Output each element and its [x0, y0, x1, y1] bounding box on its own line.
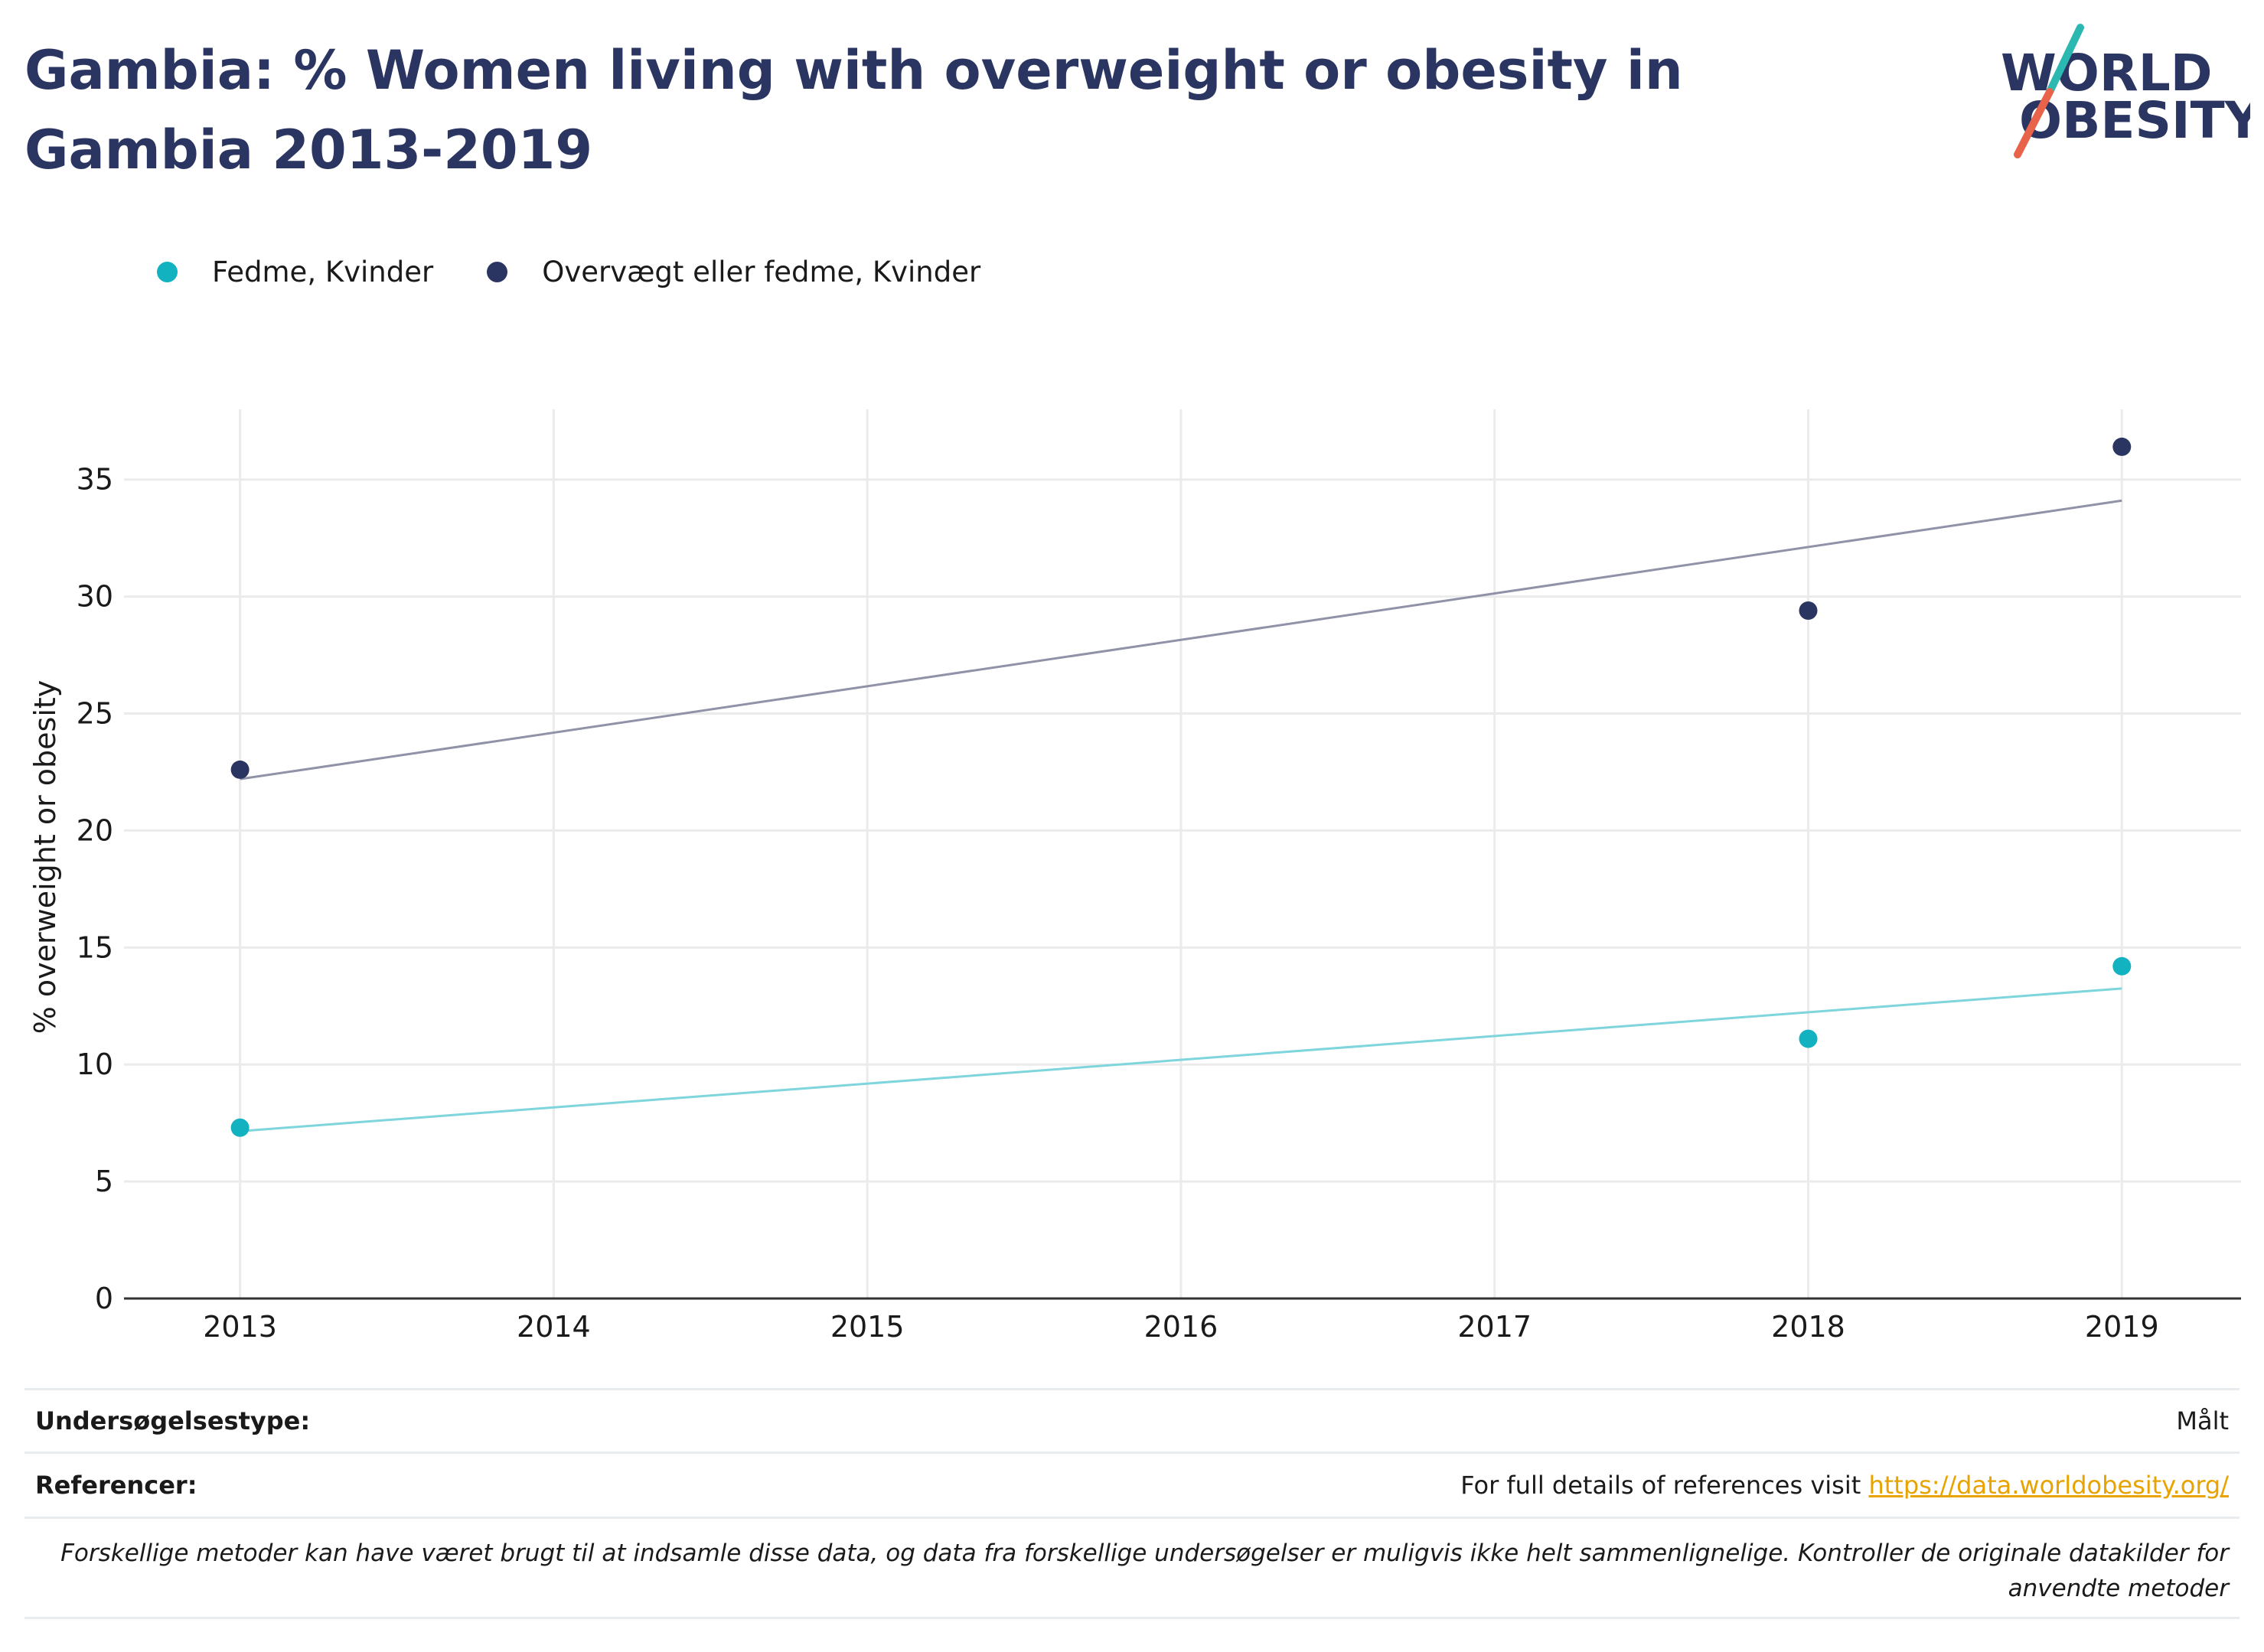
y-tick-label-25: 25 — [77, 697, 113, 731]
logo-word-2: OBESITY — [2019, 91, 2250, 150]
y-tick-label-10: 10 — [77, 1048, 113, 1081]
legend-item-overweight[interactable]: Overvægt eller fedme, Kvinder — [487, 256, 980, 288]
data-point-series-0-2018 — [1799, 1029, 1818, 1048]
x-tick-label-2018: 2018 — [1771, 1310, 1845, 1344]
y-tick-label-0: 0 — [95, 1282, 113, 1315]
y-axis-label: % overweight or obesity — [28, 680, 62, 1035]
gridlines — [124, 409, 2241, 1298]
y-tick-label-30: 30 — [77, 580, 113, 614]
y-tick-label-15: 15 — [77, 930, 113, 964]
data-point-series-0-2019 — [2112, 956, 2132, 976]
data-point-series-1-2013 — [230, 760, 250, 779]
data-point-series-0-2013 — [230, 1118, 250, 1137]
trendlines — [240, 499, 2122, 1132]
x-tick-label-2014: 2014 — [517, 1310, 591, 1344]
legend: Fedme, Kvinder Overvægt eller fedme, Kvi… — [157, 249, 1034, 295]
x-tick-label-2015: 2015 — [830, 1310, 905, 1344]
data-points — [230, 437, 2132, 1137]
methods-note-line-1: Forskellige metoder kan have været brugt… — [60, 1540, 2229, 1567]
y-tick-label-35: 35 — [77, 463, 113, 497]
data-point-series-1-2019 — [2112, 437, 2132, 456]
legend-marker-obesity — [157, 261, 178, 282]
references-label: Referencer: — [35, 1471, 197, 1500]
logo-word-1: WORLD — [2001, 44, 2213, 103]
references-text: For full details of references visit — [1460, 1471, 1869, 1500]
logo-slash-teal — [2046, 24, 2084, 96]
x-tick-label-2013: 2013 — [203, 1310, 277, 1344]
methods-note: Forskellige metoder kan have været brugt… — [24, 1517, 2240, 1619]
data-point-series-1-2018 — [1799, 601, 1818, 620]
logo-slash-coral — [2014, 88, 2054, 158]
world-obesity-logo: WORLD OBESITY — [1990, 23, 2262, 161]
x-tick-label-2016: 2016 — [1144, 1310, 1218, 1344]
methods-note-line-2: anvendte metoder — [2008, 1575, 2229, 1602]
footer: Undersøgelsestype: Målt Referencer: For … — [24, 1388, 2240, 1619]
x-tick-label-2019: 2019 — [2085, 1310, 2159, 1344]
y-tick-label-5: 5 — [95, 1165, 113, 1198]
survey-type-row: Undersøgelsestype: Målt — [24, 1388, 2240, 1452]
references-value: For full details of references visit htt… — [1460, 1471, 2240, 1500]
scatter-chart: 2013 2014 2015 2016 2017 2018 2019 0 5 10 15 20 25 30… — [28, 409, 2241, 1344]
references-link[interactable]: https://data.worldobesity.org/ — [1868, 1471, 2229, 1500]
chart-title: Gambia: % Women living with overweight o… — [24, 39, 1683, 181]
legend-item-obesity[interactable]: Fedme, Kvinder — [157, 256, 433, 288]
trendline-series-1 — [240, 499, 2122, 780]
axes: 2013 2014 2015 2016 2017 2018 2019 0 5 10 15 20 25 30… — [77, 463, 2241, 1344]
legend-label-overweight: Overvægt eller fedme, Kvinder — [542, 255, 981, 288]
references-row: Referencer: For full details of referenc… — [24, 1452, 2240, 1517]
legend-marker-overweight — [487, 261, 508, 282]
survey-type-value: Målt — [2176, 1406, 2229, 1435]
x-tick-label-2017: 2017 — [1457, 1310, 1532, 1344]
trendline-series-0 — [240, 987, 2122, 1132]
legend-label-obesity: Fedme, Kvinder — [212, 255, 434, 288]
survey-type-label: Undersøgelsestype: — [35, 1406, 311, 1435]
y-tick-label-20: 20 — [77, 813, 113, 847]
